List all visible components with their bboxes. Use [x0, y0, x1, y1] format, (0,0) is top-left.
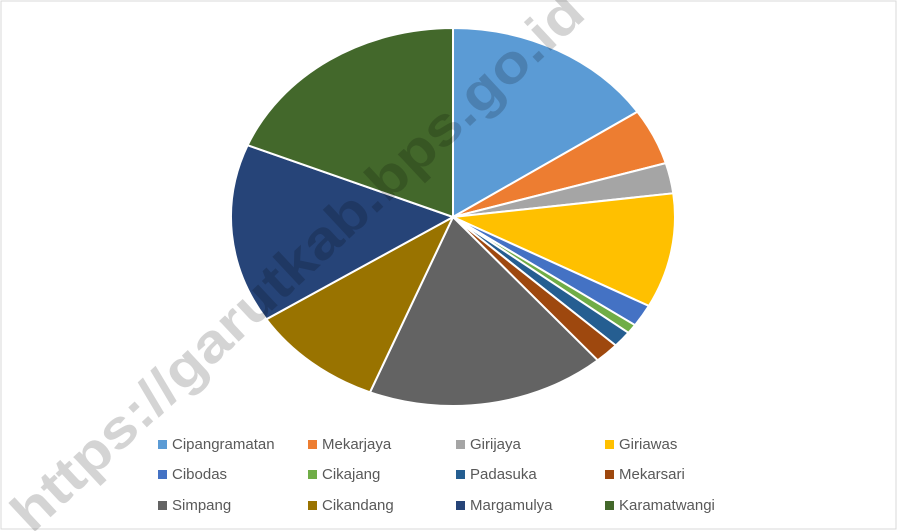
legend-swatch	[158, 470, 167, 479]
pie-slice	[230, 143, 456, 321]
legend-swatch	[605, 501, 614, 510]
legend-label: Cikandang	[322, 497, 394, 514]
legend-swatch	[605, 470, 614, 479]
legend-label: Girijaya	[470, 436, 522, 453]
legend-swatch	[456, 470, 465, 479]
legend: Cipangramatan Mekarjaya Girijaya Giriawas Ci…	[158, 436, 715, 514]
legend-swatch	[456, 501, 465, 510]
legend-label: Padasuka	[470, 466, 537, 483]
legend-label: Mekarsari	[619, 466, 685, 483]
legend-label: Cibodas	[172, 466, 227, 483]
legend-swatch	[158, 440, 167, 449]
legend-label: Simpang	[172, 497, 231, 514]
pie-slice	[368, 215, 600, 407]
pie-slice	[449, 192, 676, 308]
pie-slice	[452, 26, 639, 219]
legend-label: Karamatwangi	[619, 497, 715, 514]
legend-swatch	[308, 470, 317, 479]
legend-label: Cikajang	[322, 466, 380, 483]
pie-slice	[264, 214, 456, 394]
legend-swatch	[605, 440, 614, 449]
legend-label: Cipangramatan	[172, 436, 275, 453]
legend-label: Giriawas	[619, 436, 677, 453]
legend-label: Mekarjaya	[322, 436, 392, 453]
legend-swatch	[456, 440, 465, 449]
pie	[230, 26, 676, 407]
legend-label: Margamulya	[470, 497, 553, 514]
legend-swatch	[308, 501, 317, 510]
legend-swatch	[308, 440, 317, 449]
pie-slice	[246, 26, 454, 219]
legend-swatch	[158, 501, 167, 510]
